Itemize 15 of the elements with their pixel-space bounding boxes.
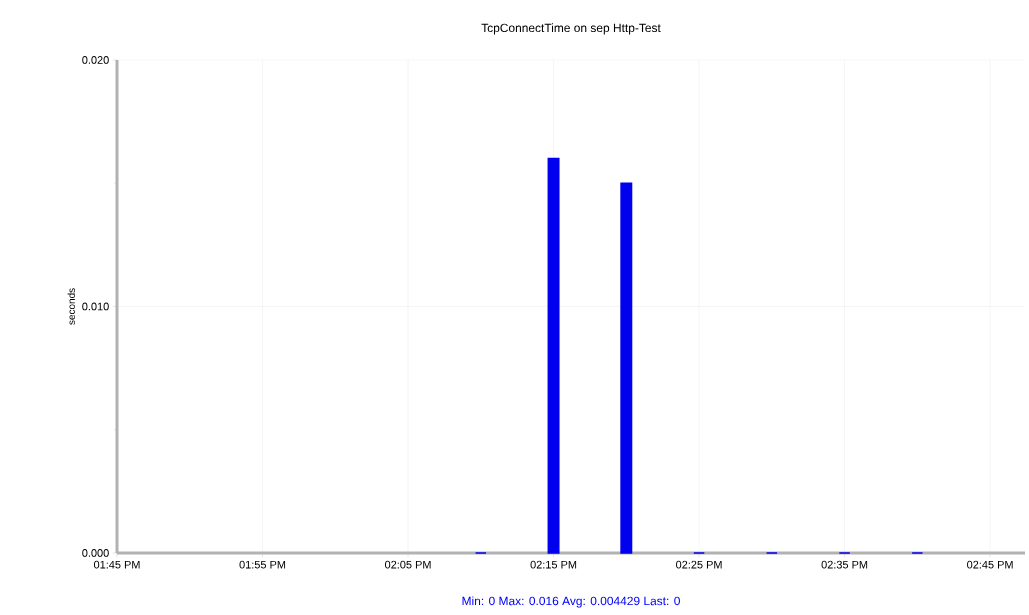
x-tick-label: 01:55 PM: [239, 560, 286, 569]
text: Min: 0 Max: 0.016 Avg: 0.004429 Last: 0: [462, 596, 680, 608]
bar: [547, 157, 560, 554]
chart-title: TcpConnectTime on sep Http-Test: [481, 23, 661, 35]
y-axis-title: seconds: [67, 288, 75, 325]
x-tick-label: 02:35 PM: [821, 560, 868, 569]
bar: [620, 182, 633, 554]
y-tick-label: 0.010: [82, 302, 109, 311]
y-tick-label: 0.000: [82, 549, 109, 557]
x-tick-label: 02:15 PM: [530, 560, 577, 569]
x-tick-label: 02:45 PM: [967, 560, 1013, 569]
x-tick-label: 01:45 PM: [93, 560, 140, 569]
x-tick-label: 02:05 PM: [385, 560, 431, 569]
x-tick-label: 02:25 PM: [676, 560, 722, 569]
y-tick-label: 0.020: [82, 56, 109, 64]
